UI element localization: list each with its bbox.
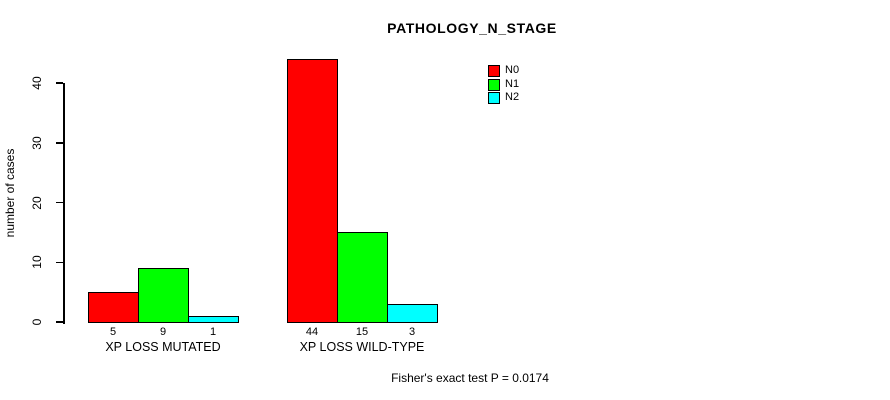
bar-n0-1 <box>88 292 139 323</box>
bar-n2-2 <box>387 304 438 323</box>
bar-value-label: 9 <box>159 326 167 338</box>
bar-value-label: 44 <box>305 326 319 338</box>
legend-label-n1: N1 <box>505 77 520 90</box>
legend-swatch-n0 <box>488 65 500 77</box>
y-tick-mark <box>56 261 63 263</box>
y-axis-line <box>63 83 65 324</box>
legend-label-n2: N2 <box>505 91 520 103</box>
bar-value-label: 15 <box>355 326 369 338</box>
bar-value-label: 5 <box>109 326 117 338</box>
y-tick-mark <box>56 201 63 204</box>
chart-title: PATHOLOGY_N_STAGE <box>387 20 557 36</box>
legend-swatch-n1 <box>488 78 500 91</box>
y-tick-mark <box>56 82 63 84</box>
bar-n1-1 <box>138 268 189 323</box>
bar-n0-2 <box>287 59 338 323</box>
x-category-label: XP LOSS WILD-TYPE <box>299 340 425 354</box>
x-category-label: XP LOSS MUTATED <box>105 340 221 354</box>
y-tick-mark <box>56 142 63 144</box>
bar-value-label: 1 <box>209 326 217 338</box>
bar-n1-2 <box>337 232 388 323</box>
legend-label-n0: N0 <box>505 64 520 76</box>
y-tick-mark <box>56 321 63 323</box>
bar-value-label: 3 <box>408 326 416 338</box>
bar-n2-1 <box>188 316 239 323</box>
legend-swatch-n2 <box>488 92 500 104</box>
stat-annotation: Fisher's exact test P = 0.0174 <box>391 371 549 385</box>
